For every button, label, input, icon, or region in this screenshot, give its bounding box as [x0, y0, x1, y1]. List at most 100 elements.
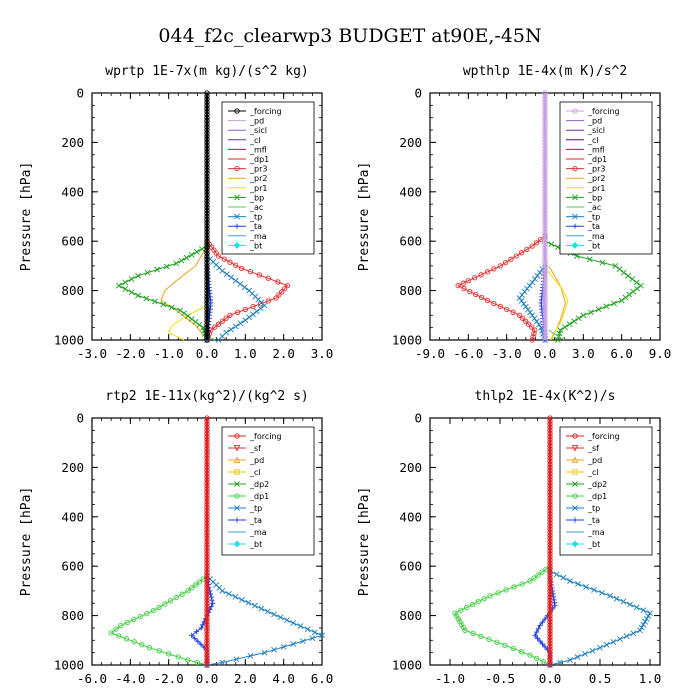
data-point: [204, 287, 210, 294]
data-point: [237, 281, 244, 287]
data-point: [542, 139, 548, 146]
series-pr2: [160, 245, 208, 341]
data-point: [460, 280, 466, 286]
data-point: [542, 309, 548, 315]
legend-entry: _dp1: [566, 155, 607, 164]
data-point: [204, 142, 210, 149]
data-point: [547, 612, 553, 619]
data-point: [204, 121, 210, 127]
data-point: [529, 243, 535, 249]
legend-label: _cl: [587, 136, 599, 145]
data-point: [204, 229, 210, 235]
data-point: [193, 248, 200, 255]
legend-label: _tp: [587, 504, 600, 513]
legend-marker: [571, 540, 579, 548]
data-point: [204, 486, 210, 492]
data-point: [204, 260, 210, 266]
data-point: [124, 619, 130, 626]
legend-marker: [234, 194, 240, 201]
legend-entry: _forcing: [228, 107, 282, 116]
data-point: [547, 591, 553, 597]
data-point: [647, 610, 653, 617]
data-point: [531, 575, 537, 581]
data-point: [258, 605, 265, 612]
x-tick-label: 4.0: [272, 671, 295, 686]
data-point: [219, 267, 226, 274]
data-point: [204, 272, 210, 278]
data-point: [261, 649, 268, 656]
data-point: [204, 334, 210, 340]
data-point: [613, 595, 620, 602]
legend-entry: _sf: [566, 444, 599, 453]
legend-entry: _ac: [228, 203, 263, 212]
legend-marker: [234, 433, 240, 439]
data-point: [204, 575, 210, 582]
legend-label: _sicl: [587, 126, 605, 135]
data-point: [542, 93, 548, 99]
data-point: [623, 633, 630, 640]
data-point: [210, 600, 216, 606]
data-point: [204, 489, 210, 495]
data-point: [566, 321, 573, 328]
data-point: [455, 283, 461, 289]
data-point: [204, 597, 210, 603]
data-point: [542, 229, 548, 235]
data-point: [547, 659, 553, 665]
data-point: [533, 318, 540, 325]
data-point: [547, 440, 553, 446]
data-point: [560, 574, 567, 581]
data-point: [265, 275, 271, 281]
data-point: [204, 535, 210, 542]
data-point: [209, 597, 215, 603]
data-point: [204, 498, 210, 505]
data-point: [542, 121, 548, 127]
data-point: [547, 514, 553, 520]
data-point: [542, 337, 548, 343]
data-point: [284, 283, 291, 289]
data-point: [542, 216, 548, 223]
data-point: [204, 291, 210, 297]
data-point: [542, 244, 548, 251]
data-point: [542, 260, 548, 266]
data-point: [610, 639, 617, 645]
data-point: [128, 276, 135, 282]
data-point: [204, 124, 210, 130]
series-tp: [204, 253, 268, 343]
data-point: [204, 127, 210, 133]
data-point: [204, 136, 210, 142]
data-point: [232, 593, 239, 600]
legend-label: _ma: [249, 528, 267, 537]
data-point: [135, 272, 141, 279]
data-point: [502, 259, 509, 266]
data-point: [204, 281, 210, 288]
data-point: [204, 164, 210, 170]
data-point: [542, 152, 548, 158]
legend-entry: _ma: [228, 528, 267, 537]
data-point: [547, 619, 553, 625]
data-point: [491, 266, 497, 272]
series-line: [206, 240, 289, 341]
data-point: [511, 584, 517, 590]
data-point: [542, 334, 548, 340]
legend-marker: [234, 517, 240, 523]
legend-entry: _dp2: [566, 480, 607, 489]
series-line: [110, 575, 208, 666]
data-point: [223, 315, 229, 321]
data-point: [547, 520, 553, 526]
data-point: [257, 305, 264, 312]
data-point: [233, 262, 239, 268]
data-point: [597, 644, 603, 651]
data-point: [462, 627, 468, 634]
data-point: [547, 637, 553, 643]
data-point: [633, 604, 640, 611]
data-point: [297, 623, 304, 630]
data-point: [200, 576, 206, 582]
data-point: [522, 303, 529, 310]
data-point: [542, 269, 548, 275]
data-point: [204, 263, 210, 269]
data-point: [204, 253, 210, 260]
legend-label: _dp1: [249, 155, 269, 164]
data-point: [547, 526, 553, 532]
legend-label: _dp1: [249, 492, 269, 501]
data-point: [204, 650, 210, 656]
